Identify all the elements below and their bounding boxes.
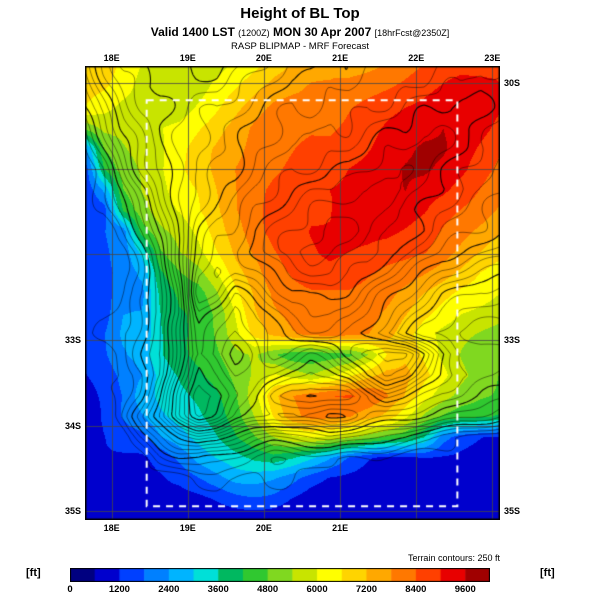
colorbar-tick: 3600 [207,584,229,595]
axis-label: 18E [103,523,120,533]
axis-label: 33S [504,335,521,346]
axis-label: 35S [64,506,81,517]
page-title: Height of BL Top [240,5,360,22]
axis-label: 20E [255,53,272,63]
valid-line: Valid 1400 LST (1200Z) MON 30 Apr 2007 [… [0,25,600,39]
axis-label: 35S [504,506,521,517]
colorbar-tick: 8400 [405,584,427,595]
colorbar-tick: 7200 [355,584,378,595]
axis-label: 22E [408,53,425,63]
axis-label: 23E [484,53,501,63]
axis-label: 19E [179,523,196,533]
axis-label: 19E [179,53,196,63]
colorbar-tick: 9600 [454,584,476,595]
axis-label: 34S [64,420,81,431]
terrain-contour-note: Terrain contours: 250 ft [407,553,500,563]
colorbar-tick: 6000 [306,584,328,595]
colorbar [70,568,490,582]
colorbar-tick: 0 [67,584,73,595]
axis-label: 33S [64,335,81,346]
colorbar-tick: 2400 [158,584,180,595]
model-line: RASP BLIPMAP - MRF Forecast [231,41,369,52]
axis-label: 30S [504,78,521,89]
forecast-lead-time: [18hrFcst@2350Z] [374,28,450,38]
valid-zulu-time: (1200Z) [238,28,270,38]
axis-label: 21E [332,53,349,63]
axis-label: 18E [103,53,120,63]
units-label-left: [ft] [26,567,41,579]
valid-time: Valid 1400 LST [150,25,235,39]
units-label-right: [ft] [540,567,555,579]
colorbar-tick: 4800 [257,584,279,595]
axis-label: 20E [255,523,272,533]
colorbar-tick: 1200 [108,584,130,595]
axis-label: 21E [332,523,349,533]
valid-date: MON 30 Apr 2007 [272,25,372,39]
blipmap-map-canvas [85,66,500,520]
